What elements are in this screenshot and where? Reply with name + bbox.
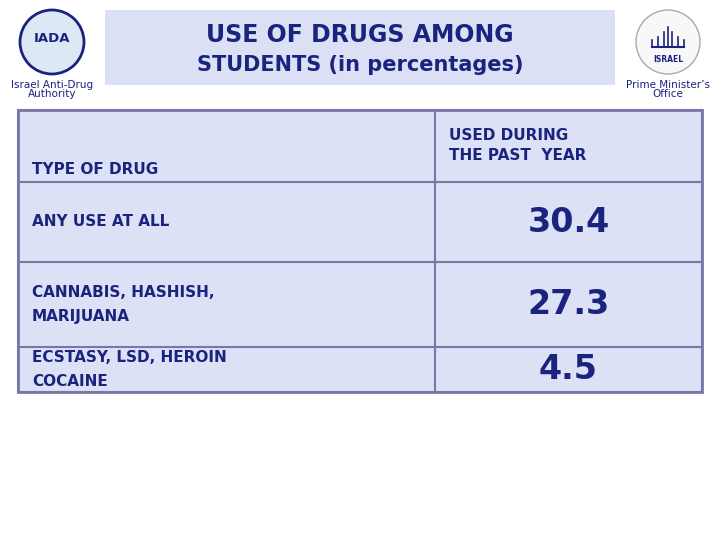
Text: 4.5: 4.5 bbox=[539, 353, 598, 386]
Text: THE PAST  YEAR: THE PAST YEAR bbox=[449, 148, 586, 164]
Text: Israel Anti-Drug: Israel Anti-Drug bbox=[11, 80, 93, 90]
Text: USE OF DRUGS AMONG: USE OF DRUGS AMONG bbox=[206, 23, 514, 47]
Text: MARIJUANA: MARIJUANA bbox=[32, 309, 130, 324]
Text: STUDENTS (in percentages): STUDENTS (in percentages) bbox=[197, 55, 523, 75]
Text: COCAINE: COCAINE bbox=[32, 374, 108, 389]
Text: ECSTASY, LSD, HEROIN: ECSTASY, LSD, HEROIN bbox=[32, 350, 227, 365]
Circle shape bbox=[20, 10, 84, 74]
Text: USED DURING: USED DURING bbox=[449, 129, 568, 144]
Text: Authority: Authority bbox=[28, 89, 76, 99]
Text: TYPE OF DRUG: TYPE OF DRUG bbox=[32, 163, 158, 178]
Text: Prime Minister’s: Prime Minister’s bbox=[626, 80, 710, 90]
FancyBboxPatch shape bbox=[18, 110, 702, 392]
Text: IADA: IADA bbox=[34, 31, 71, 44]
Text: 27.3: 27.3 bbox=[527, 288, 610, 321]
Circle shape bbox=[636, 10, 700, 74]
FancyBboxPatch shape bbox=[105, 10, 615, 85]
Text: ISRAEL: ISRAEL bbox=[653, 56, 683, 64]
Text: ANY USE AT ALL: ANY USE AT ALL bbox=[32, 214, 169, 230]
Text: Office: Office bbox=[652, 89, 683, 99]
Text: 30.4: 30.4 bbox=[527, 206, 610, 239]
Text: CANNABIS, HASHISH,: CANNABIS, HASHISH, bbox=[32, 285, 215, 300]
